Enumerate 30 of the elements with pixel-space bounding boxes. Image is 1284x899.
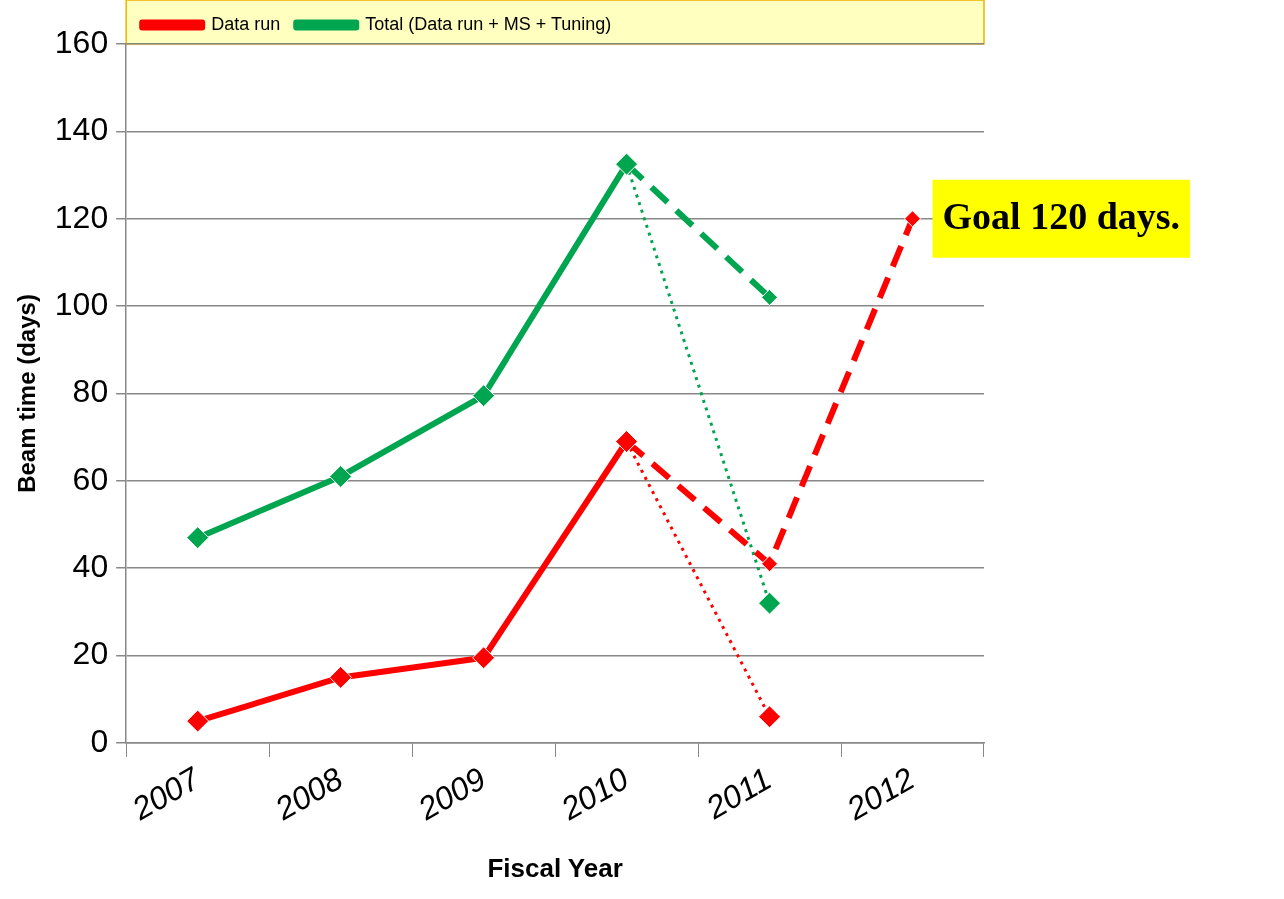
x-tick-label: 2011 — [699, 760, 778, 827]
y-axis-title: Beam time (days) — [13, 294, 41, 493]
point — [472, 646, 496, 670]
x-axis-title: Fiscal Year — [487, 852, 623, 883]
legend-label: Total (Data run + MS + Tuning) — [365, 13, 612, 34]
x-tick-label: 2012 — [839, 760, 921, 828]
point — [758, 705, 782, 729]
point — [761, 288, 779, 306]
y-tick-label: 80 — [72, 373, 109, 410]
point — [758, 591, 782, 615]
x-tick-label: 2009 — [411, 760, 492, 828]
point — [186, 709, 210, 733]
y-tick-label: 20 — [72, 635, 109, 672]
y-tick-label: 160 — [54, 23, 109, 60]
y-tick-label: 120 — [54, 198, 109, 235]
x-tick-label: 2008 — [268, 760, 349, 828]
point — [761, 555, 779, 573]
point — [472, 384, 496, 408]
y-tick-label: 40 — [72, 548, 109, 585]
x-tick-label: 2010 — [554, 760, 635, 828]
y-tick-label: 100 — [54, 285, 109, 322]
point — [186, 526, 210, 550]
annotation: Goal 120 days. — [942, 194, 1181, 237]
point — [329, 464, 353, 488]
point — [904, 210, 922, 228]
y-tick-label: 0 — [90, 722, 109, 759]
y-tick-label: 140 — [54, 111, 109, 148]
y-tick-label: 60 — [72, 460, 109, 497]
legend-label: Data run — [211, 13, 281, 34]
point — [329, 665, 353, 689]
